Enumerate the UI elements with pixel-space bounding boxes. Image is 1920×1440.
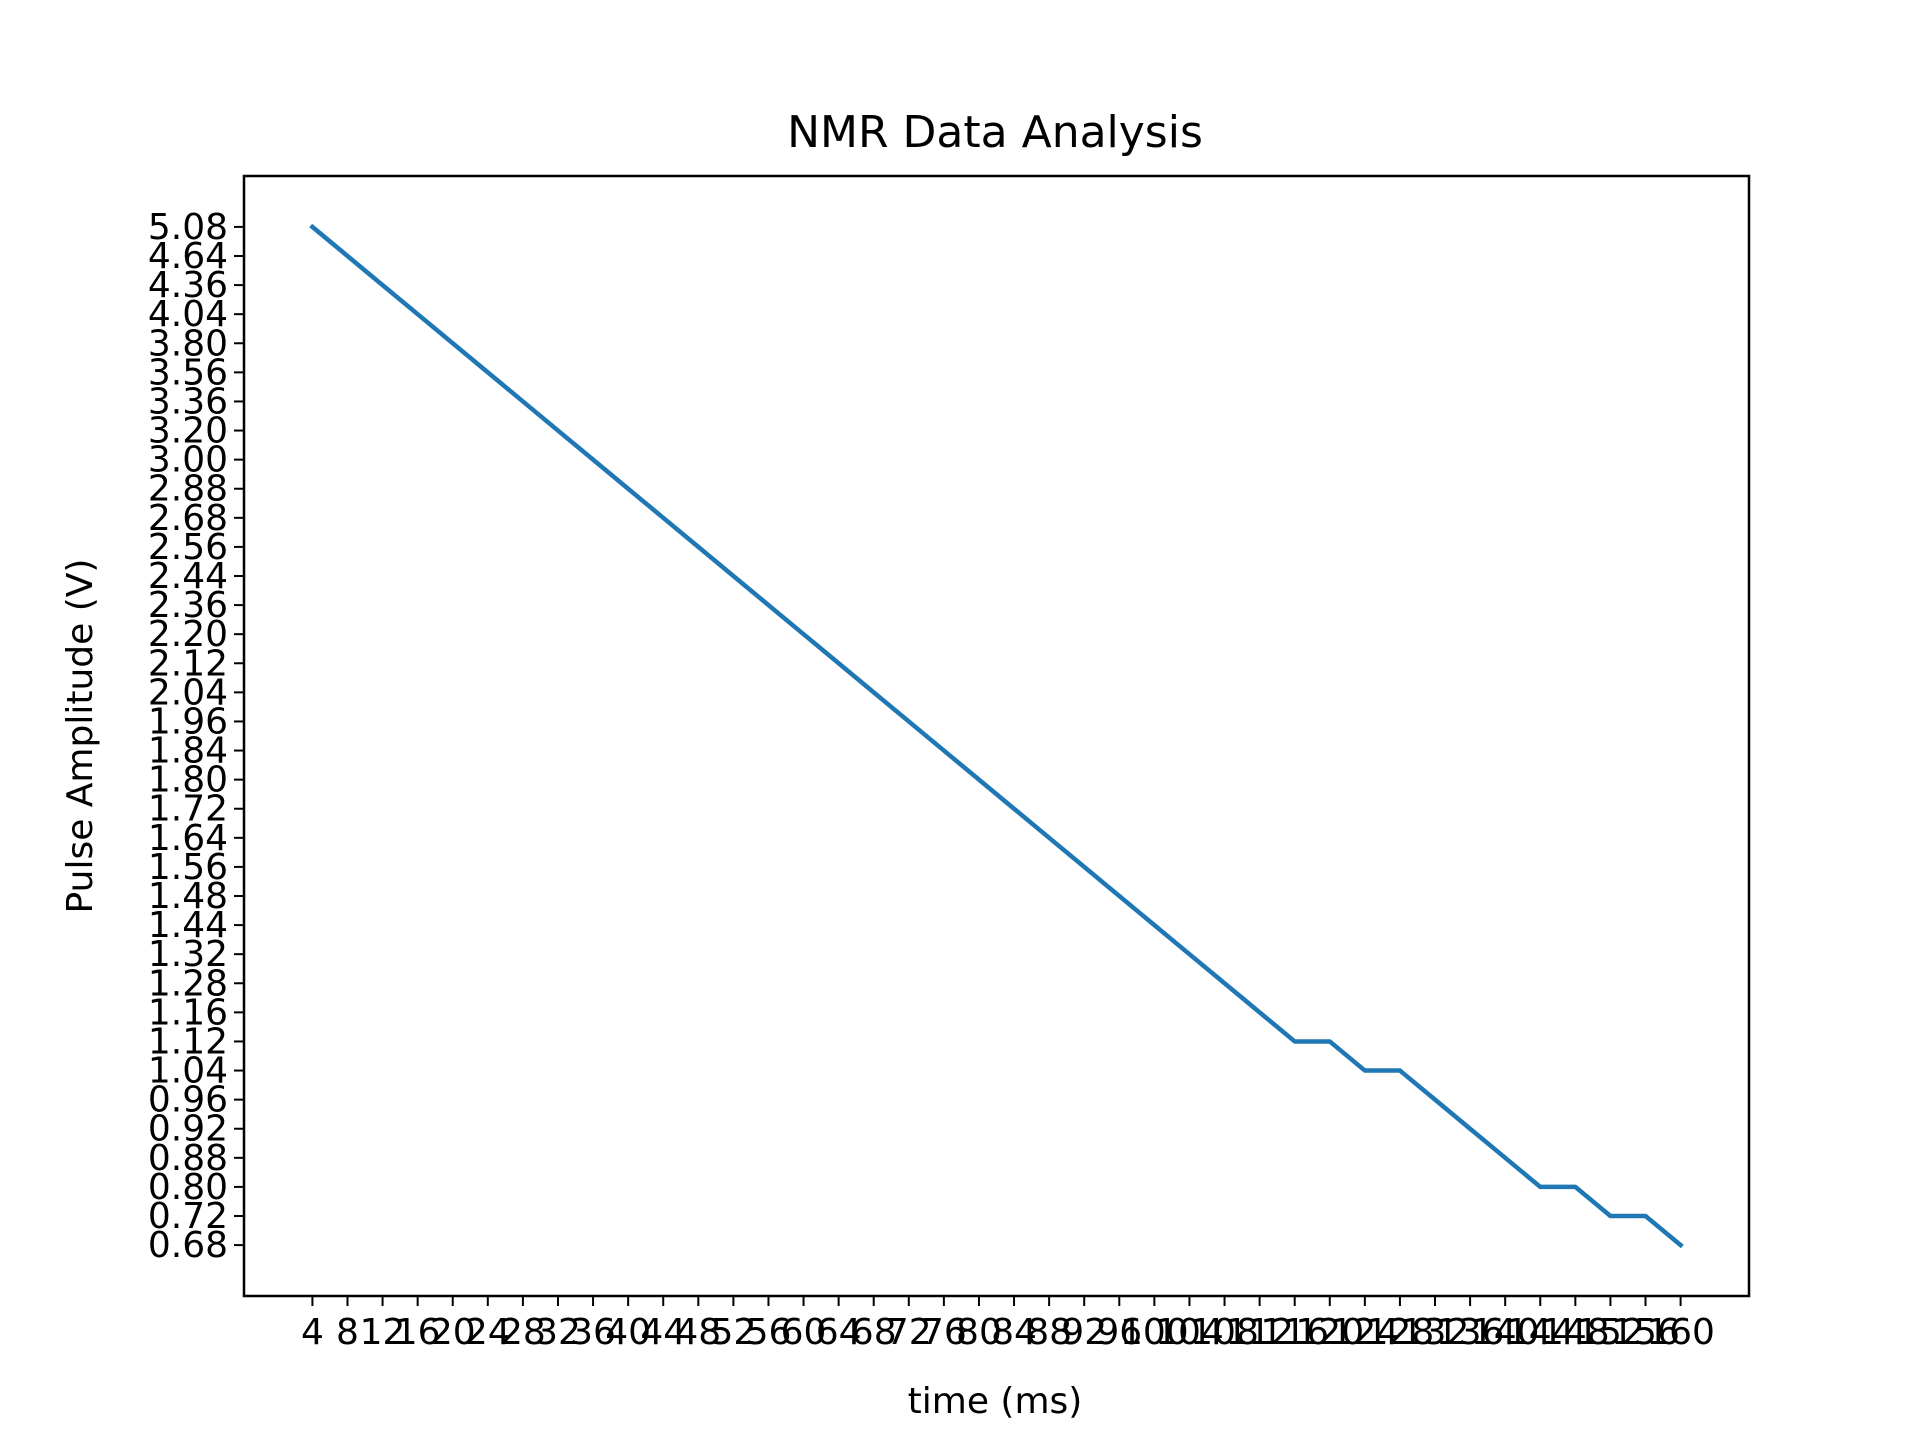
x-tick-label: 28 [500, 1312, 546, 1353]
x-tick-label: 16 [395, 1312, 441, 1353]
y-tick-label: 2.56 [148, 527, 228, 568]
x-tick-label: 100 [1120, 1312, 1189, 1353]
y-tick-label: 3.36 [148, 381, 228, 422]
y-tick-label: 2.44 [148, 556, 228, 597]
y-tick-label: 0.88 [148, 1138, 228, 1179]
x-tick-label: 124 [1330, 1312, 1399, 1353]
x-axis-label: time (ms) [908, 1381, 1083, 1422]
y-tick-label: 2.12 [148, 643, 228, 684]
x-tick-label: 80 [956, 1312, 1002, 1353]
x-tick-label: 20 [430, 1312, 476, 1353]
y-tick-label: 1.28 [148, 963, 228, 1004]
x-tick-label: 120 [1295, 1312, 1364, 1353]
x-tick-label: 156 [1611, 1312, 1680, 1353]
y-tick-label: 1.56 [148, 847, 228, 888]
x-tick-label: 152 [1576, 1312, 1645, 1353]
x-tick-label: 40 [605, 1312, 651, 1353]
x-tick-label: 136 [1436, 1312, 1505, 1353]
x-tick-label: 24 [465, 1312, 511, 1353]
x-tick-label: 56 [746, 1312, 792, 1353]
y-tick-label: 1.12 [148, 1021, 228, 1062]
x-tick-label: 148 [1541, 1312, 1610, 1353]
x-tick-label: 132 [1401, 1312, 1470, 1353]
x-tick-label: 32 [535, 1312, 581, 1353]
y-tick-label: 1.16 [148, 992, 228, 1033]
y-tick-label: 1.84 [148, 731, 228, 772]
plot-frame [242, 174, 1751, 1298]
y-axis-label: Pulse Amplitude (V) [60, 559, 101, 914]
x-tick-label: 36 [570, 1312, 616, 1353]
y-tick-label: 4.64 [148, 236, 228, 277]
x-tick-label: 96 [1096, 1312, 1142, 1353]
x-tick-label: 8 [336, 1312, 359, 1353]
x-tick-label: 44 [640, 1312, 686, 1353]
x-tick-label: 160 [1646, 1312, 1715, 1353]
x-tick-label: 76 [921, 1312, 967, 1353]
chart-title: NMR Data Analysis [787, 107, 1203, 158]
y-tick-label: 3.80 [148, 323, 228, 364]
x-tick-label: 68 [851, 1312, 897, 1353]
x-tick-label: 88 [1026, 1312, 1072, 1353]
x-tick-label: 60 [781, 1312, 827, 1353]
y-axis-ticks: 0.680.720.800.880.920.961.041.121.161.28… [148, 207, 244, 1266]
y-tick-label: 1.48 [148, 876, 228, 917]
x-tick-label: 92 [1061, 1312, 1107, 1353]
x-tick-label: 144 [1506, 1312, 1575, 1353]
y-tick-label: 1.96 [148, 701, 228, 742]
y-tick-label: 1.64 [148, 818, 228, 859]
x-axis-ticks: 4 8 12162024283236404448525660646872768084… [301, 1296, 1715, 1353]
y-tick-label: 2.88 [148, 469, 228, 510]
y-tick-label: 4.04 [148, 294, 228, 335]
y-tick-label: 3.00 [148, 440, 228, 481]
x-tick-label: 52 [710, 1312, 756, 1353]
y-tick-label: 1.32 [148, 934, 228, 975]
y-tick-label: 1.04 [148, 1051, 228, 1092]
x-tick-label: 128 [1366, 1312, 1435, 1353]
y-tick-label: 1.44 [148, 905, 228, 946]
y-tick-label: 2.36 [148, 585, 228, 626]
y-tick-label: 4.36 [148, 265, 228, 306]
x-tick-label: 104 [1155, 1312, 1224, 1353]
y-tick-label: 2.20 [148, 614, 228, 655]
y-tick-label: 2.68 [148, 498, 228, 539]
x-tick-label: 12 [360, 1312, 406, 1353]
y-tick-label: 0.80 [148, 1167, 228, 1208]
x-tick-label: 112 [1225, 1312, 1294, 1353]
y-tick-label: 2.04 [148, 672, 228, 713]
x-tick-label: 4 [301, 1312, 324, 1353]
x-tick-label: 140 [1471, 1312, 1540, 1353]
y-tick-label: 0.72 [148, 1196, 228, 1237]
y-tick-label: 3.20 [148, 411, 228, 452]
y-tick-label: 5.08 [148, 207, 228, 248]
series-line [309, 223, 1684, 1249]
x-tick-label: 116 [1260, 1312, 1329, 1353]
x-tick-label: 48 [675, 1312, 721, 1353]
y-tick-label: 3.56 [148, 352, 228, 393]
y-tick-label: 0.68 [148, 1225, 228, 1266]
y-tick-label: 1.80 [148, 760, 228, 801]
x-tick-label: 64 [816, 1312, 862, 1353]
y-tick-label: 1.72 [148, 789, 228, 830]
x-tick-label: 84 [991, 1312, 1037, 1353]
series-layer [309, 223, 1684, 1249]
x-tick-label: 108 [1190, 1312, 1259, 1353]
x-tick-label: 72 [886, 1312, 932, 1353]
y-tick-label: 0.92 [148, 1109, 228, 1150]
y-tick-label: 0.96 [148, 1080, 228, 1121]
